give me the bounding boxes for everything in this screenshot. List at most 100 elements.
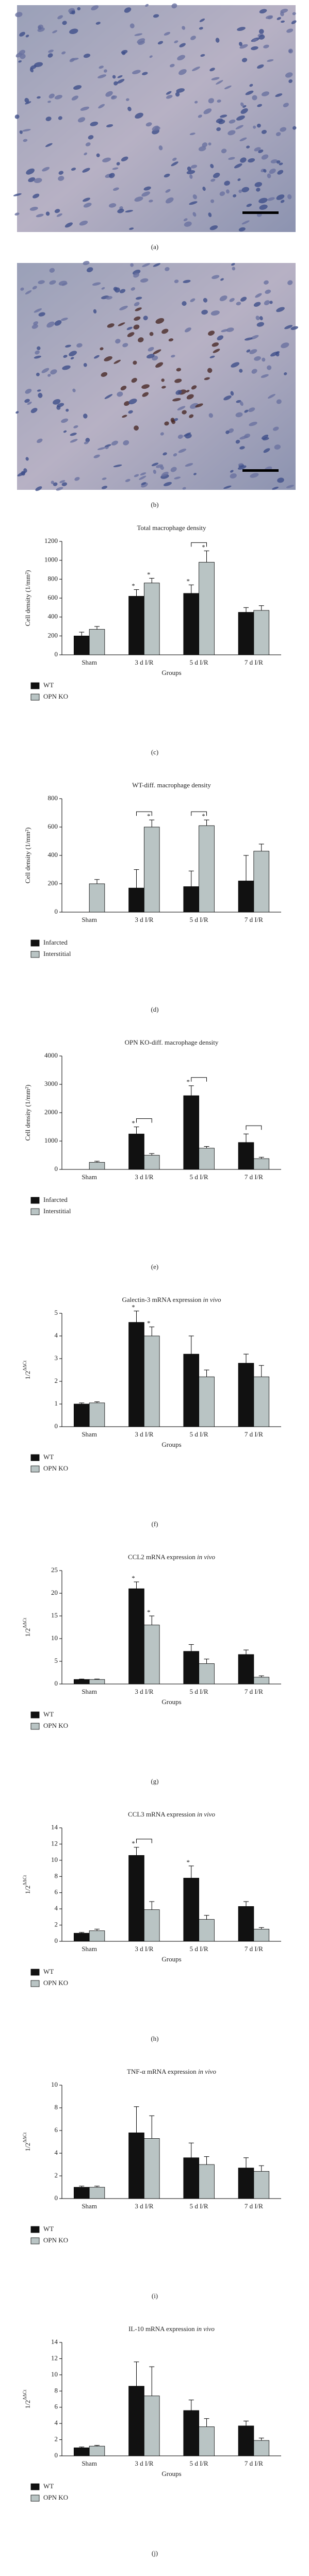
x-tick-label: 3 d I/R [135, 1430, 153, 1438]
bar [199, 2164, 215, 2199]
y-tick-label: 200 [48, 631, 58, 639]
bar [183, 593, 200, 655]
bar [199, 1919, 215, 1942]
nucleus [220, 278, 224, 281]
significance-star: * [147, 1319, 151, 1327]
y-tick-label: 14 [51, 1823, 58, 1831]
nucleus [59, 480, 66, 483]
nucleus [164, 173, 170, 178]
nucleus [276, 160, 281, 164]
y-tick-label: 12 [51, 2354, 58, 2362]
nucleus [15, 411, 19, 414]
nucleus [201, 309, 208, 315]
nucleus [276, 307, 285, 312]
nucleus [113, 359, 121, 364]
nucleus [131, 377, 137, 383]
error-bar [243, 607, 249, 613]
bar [143, 583, 160, 655]
nucleus [192, 212, 197, 217]
legend-label: WT [43, 681, 54, 689]
nucleus [128, 399, 137, 405]
nucleus [233, 194, 237, 197]
bar [238, 612, 254, 655]
nucleus [202, 187, 206, 191]
nucleus [126, 326, 133, 331]
nucleus [103, 69, 107, 73]
nucleus [199, 18, 205, 22]
y-axis-label: Cell density (1/mm²) [24, 828, 31, 884]
bar [183, 2157, 200, 2199]
nucleus [83, 362, 87, 367]
x-tick-label: 5 d I/R [190, 1945, 208, 1953]
nucleus [231, 362, 240, 368]
nucleus [182, 301, 187, 306]
y-tick-label: 800 [48, 794, 58, 802]
bar [183, 1095, 200, 1170]
nucleus [130, 263, 134, 267]
nucleus [149, 200, 153, 203]
nucleus [37, 346, 41, 351]
nucleus [237, 27, 246, 31]
nucleus [209, 225, 218, 230]
nucleus [259, 316, 263, 321]
nucleus [57, 15, 63, 20]
bar [89, 1162, 105, 1170]
nucleus [24, 399, 30, 403]
nucleus [145, 4, 149, 7]
error-bar [258, 2165, 264, 2172]
error-bar [204, 550, 209, 563]
legend-swatch [30, 1197, 40, 1204]
nucleus [251, 369, 257, 374]
nucleus [157, 41, 164, 45]
nucleus [133, 324, 140, 330]
nucleus [70, 433, 77, 436]
nucleus [162, 452, 167, 456]
nucleus [49, 280, 56, 285]
y-tick-label: 0 [55, 1937, 58, 1944]
nucleus [32, 286, 37, 290]
nucleus [32, 193, 40, 199]
y-tick-label: 6 [55, 1888, 58, 1896]
nucleus [239, 137, 247, 141]
nucleus [161, 386, 166, 389]
legend-swatch [30, 1711, 40, 1719]
nucleus [30, 408, 38, 414]
nucleus [140, 472, 147, 476]
nucleus [134, 474, 139, 477]
nucleus [135, 307, 142, 311]
nucleus [64, 222, 73, 228]
nucleus [269, 168, 276, 174]
bar [143, 2138, 160, 2199]
nucleus [174, 418, 178, 421]
nucleus [37, 389, 41, 392]
nucleus [135, 296, 142, 300]
nucleus [34, 308, 42, 313]
x-tick-label: 3 d I/R [135, 1945, 153, 1953]
nucleus [45, 211, 50, 216]
x-tick-label: Sham [82, 2202, 97, 2210]
nucleus [172, 398, 181, 402]
significance-star: * [187, 1858, 190, 1866]
nucleus [58, 116, 62, 120]
nucleus [53, 399, 61, 405]
nucleus [287, 194, 292, 200]
nucleus [56, 213, 62, 217]
nucleus [61, 318, 68, 321]
nucleus [121, 49, 128, 54]
nucleus [198, 146, 206, 152]
nucleus [216, 118, 223, 123]
legend-label: OPN KO [43, 1464, 68, 1472]
nucleus [80, 106, 90, 111]
nucleus [125, 98, 129, 101]
nucleus [292, 126, 297, 130]
nucleus [14, 114, 20, 119]
nucleus [246, 349, 251, 353]
nucleus [210, 199, 215, 203]
nucleus [170, 63, 175, 68]
legend-swatch [30, 939, 40, 947]
nucleus [153, 263, 160, 267]
nucleus [70, 439, 78, 443]
chart-title: OPN KO-diff. macrophage density [125, 1038, 219, 1046]
y-tick-label: 5 [55, 1657, 58, 1664]
nucleus [175, 92, 180, 97]
